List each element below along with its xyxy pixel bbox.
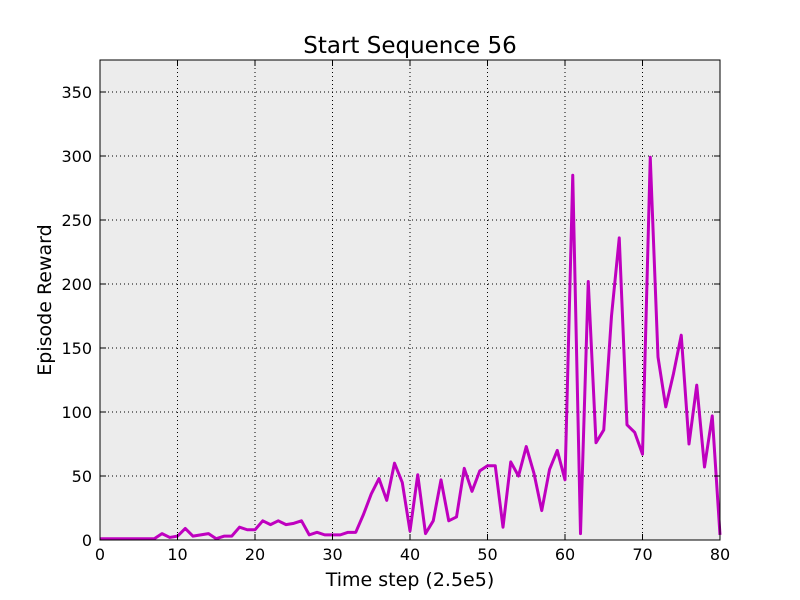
x-axis-label: Time step (2.5e5) xyxy=(325,569,495,591)
x-tick-label: 60 xyxy=(555,545,575,564)
y-tick-label: 0 xyxy=(82,531,92,550)
x-tick-label: 20 xyxy=(245,545,265,564)
y-tick-label: 100 xyxy=(61,403,92,422)
x-tick-label: 70 xyxy=(632,545,652,564)
x-tick-label: 40 xyxy=(400,545,420,564)
y-tick-label: 300 xyxy=(61,147,92,166)
x-tick-label: 30 xyxy=(322,545,342,564)
y-tick-label: 50 xyxy=(72,467,92,486)
y-tick-label: 250 xyxy=(61,211,92,230)
y-axis-label: Episode Reward xyxy=(34,224,56,375)
x-tick-label: 80 xyxy=(710,545,730,564)
x-tick-label: 10 xyxy=(167,545,187,564)
y-tick-label: 150 xyxy=(61,339,92,358)
y-tick-label: 350 xyxy=(61,83,92,102)
y-tick-label: 200 xyxy=(61,275,92,294)
x-tick-label: 50 xyxy=(477,545,497,564)
chart-title: Start Sequence 56 xyxy=(303,33,517,59)
x-tick-label: 0 xyxy=(95,545,105,564)
